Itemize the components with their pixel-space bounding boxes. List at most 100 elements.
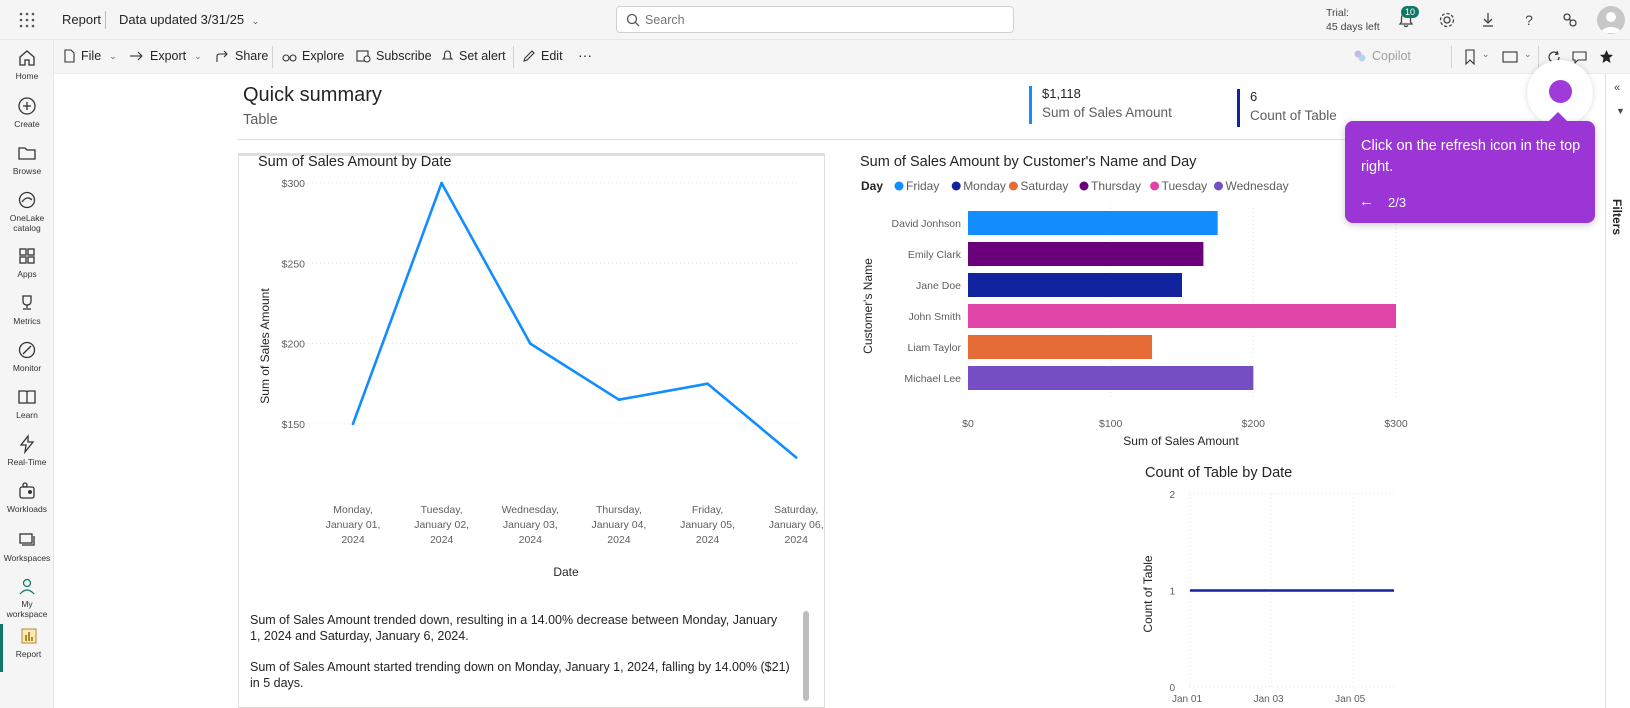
- nav-browse[interactable]: Browse: [0, 143, 54, 176]
- toolbar-divider: [1538, 46, 1539, 68]
- legend-label[interactable]: Tuesday: [1162, 179, 1208, 193]
- y-tick-label: Emily Clark: [908, 249, 962, 261]
- legend-label[interactable]: Wednesday: [1226, 179, 1289, 193]
- copilot-button[interactable]: Copilot: [1353, 49, 1411, 63]
- edit-button[interactable]: Edit: [522, 49, 563, 63]
- data-point[interactable]: [440, 181, 443, 185]
- file-menu-button[interactable]: File ⌄: [62, 49, 117, 63]
- set-alert-button[interactable]: Set alert: [441, 49, 506, 63]
- x-tick-label: 2024: [696, 534, 720, 546]
- legend-marker[interactable]: [1008, 181, 1018, 191]
- data-point[interactable]: [794, 456, 798, 459]
- data-point[interactable]: [351, 422, 355, 426]
- help-icon[interactable]: ?: [1519, 10, 1539, 30]
- legend-label[interactable]: Saturday: [1020, 179, 1068, 193]
- nav-label: Monitor: [12, 363, 42, 373]
- avatar[interactable]: [1597, 6, 1625, 34]
- legend-label[interactable]: Friday: [906, 179, 939, 193]
- notification-badge: 10: [1401, 6, 1420, 18]
- count-chart-title: Count of Table by Date: [1145, 465, 1293, 481]
- more-options-button[interactable]: ···: [578, 47, 592, 63]
- file-icon: [64, 49, 75, 63]
- edit-label: Edit: [541, 49, 563, 63]
- download-icon[interactable]: [1478, 10, 1498, 30]
- nav-create[interactable]: Create: [0, 96, 54, 129]
- file-label: File: [81, 49, 102, 63]
- legend-marker[interactable]: [1150, 181, 1160, 191]
- data-point[interactable]: [706, 382, 709, 385]
- x-tick-label: Tuesday,: [421, 504, 463, 516]
- export-menu-button[interactable]: Export ⌄: [129, 49, 202, 63]
- count-chart[interactable]: 0 1 2 Jan 01 Jan 03 Jan 05 Count of Table: [1135, 484, 1415, 708]
- y-tick-label: $150: [282, 419, 306, 431]
- legend-label[interactable]: Thursday: [1091, 179, 1141, 193]
- bar-chart-title: Sum of Sales Amount by Customer's Name a…: [860, 154, 1197, 170]
- view-icon[interactable]: [1502, 50, 1518, 64]
- search-input[interactable]: [645, 10, 1005, 29]
- report-icon: [21, 628, 36, 644]
- nav-real-time[interactable]: Real-Time: [0, 434, 54, 467]
- x-tick-label: 2024: [341, 534, 365, 546]
- x-tick-label: $200: [1242, 418, 1266, 430]
- nav-metrics[interactable]: Metrics: [0, 293, 54, 326]
- explore-button[interactable]: Explore: [282, 49, 344, 63]
- nav-apps[interactable]: Apps: [0, 246, 54, 279]
- x-tick-label: Wednesday,: [502, 504, 559, 516]
- subscribe-button[interactable]: Subscribe: [356, 49, 432, 63]
- filter-icon: ▼: [1616, 106, 1625, 116]
- data-point[interactable]: [617, 398, 621, 402]
- bar[interactable]: [968, 366, 1254, 390]
- legend-marker[interactable]: [1214, 181, 1223, 191]
- bar[interactable]: [968, 211, 1218, 235]
- app-launcher-icon[interactable]: [18, 11, 36, 29]
- nav-onelake-catalog[interactable]: OneLake catalog: [0, 190, 54, 233]
- x-tick-label: $100: [1099, 418, 1123, 430]
- filters-pane[interactable]: « ▼ Filters: [1605, 74, 1630, 708]
- legend-marker[interactable]: [894, 181, 904, 191]
- x-tick-label: 2024: [430, 534, 454, 546]
- bar-chart[interactable]: Day Friday Monday Saturday Thursday Tuesday We…: [850, 174, 1420, 456]
- data-updated-dropdown[interactable]: Data updated 3/31/25 ⌄: [119, 12, 259, 27]
- chevron-down-icon[interactable]: ⌄: [1482, 49, 1490, 59]
- share-feedback-icon[interactable]: [1560, 10, 1580, 30]
- trial-status: Trial: 45 days left: [1326, 6, 1380, 34]
- summary-divider: [237, 139, 1549, 140]
- bar[interactable]: [968, 304, 1396, 328]
- workloads-icon: [19, 482, 35, 499]
- narrative-scrollbar[interactable]: [803, 611, 809, 701]
- bar[interactable]: [968, 242, 1204, 266]
- tour-hotspot[interactable]: [1549, 80, 1572, 103]
- chevron-down-icon[interactable]: ⌄: [1524, 49, 1532, 59]
- search-box[interactable]: [616, 6, 1014, 33]
- share-button[interactable]: Share: [215, 49, 268, 63]
- series-line[interactable]: [351, 181, 798, 459]
- data-point[interactable]: [528, 342, 532, 345]
- nav-workspaces[interactable]: Workspaces: [0, 530, 54, 563]
- bookmark-icon[interactable]: [1463, 49, 1477, 65]
- gear-icon[interactable]: [1437, 10, 1457, 30]
- collapse-icon[interactable]: «: [1614, 82, 1621, 94]
- star-icon[interactable]: [1599, 49, 1614, 64]
- copilot-icon: [1354, 50, 1366, 62]
- kpi-value: 6: [1250, 89, 1258, 104]
- legend-label[interactable]: Monday: [963, 179, 1006, 193]
- nav-learn[interactable]: Learn: [0, 387, 54, 420]
- nav-workloads[interactable]: Workloads: [0, 481, 54, 514]
- narrative-paragraph: Sum of Sales Amount trended down, result…: [250, 613, 778, 643]
- nav-home[interactable]: Home: [0, 48, 54, 81]
- line-chart[interactable]: $150 $200 $250 $300 Monday, January 01, 2024 Tu…: [238, 170, 825, 580]
- legend-marker[interactable]: [951, 181, 961, 191]
- nav-my-workspace[interactable]: My workspace: [0, 576, 54, 619]
- svg-text:?: ?: [1525, 12, 1533, 28]
- onelake-icon: [18, 191, 36, 209]
- legend-marker[interactable]: [1079, 181, 1089, 191]
- trophy-icon: [22, 295, 32, 310]
- bar[interactable]: [968, 273, 1182, 297]
- nav-report[interactable]: Report: [0, 624, 54, 672]
- x-tick-label: Jan 01: [1172, 694, 1202, 705]
- bar[interactable]: [968, 335, 1153, 359]
- tour-message: Click on the refresh icon in the top rig…: [1361, 138, 1581, 175]
- nav-monitor[interactable]: Monitor: [0, 340, 54, 373]
- back-arrow-icon[interactable]: ←: [1359, 193, 1374, 210]
- comment-icon[interactable]: [1572, 50, 1587, 64]
